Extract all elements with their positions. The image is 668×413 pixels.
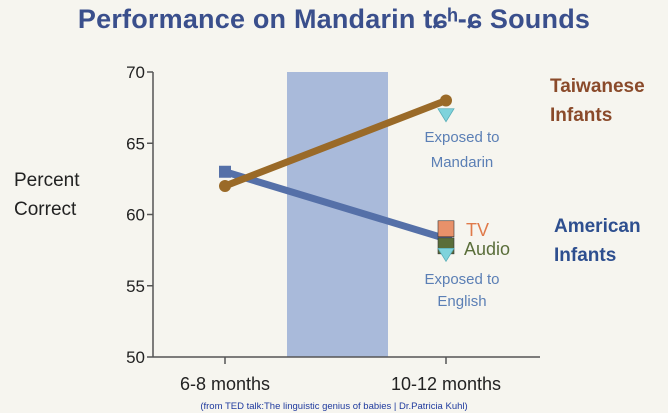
y-axis-label: Percent Correct <box>14 166 104 224</box>
y-tick-label-60: 60 <box>126 206 145 225</box>
y-tick-label-50: 50 <box>126 348 145 367</box>
y-axis-label-line-2: Correct <box>14 199 77 220</box>
annotation-exposed-english-line-1: Exposed to <box>424 271 499 288</box>
annotation-exposed-english-line-2: English <box>437 293 486 310</box>
series-line-0 <box>221 97 450 190</box>
legend-taiwanese-line-1: Taiwanese <box>550 76 645 97</box>
extra-point-exposed-to-mandarin <box>437 108 455 123</box>
legend-american-line-1: American <box>554 216 641 237</box>
chart-title: Performance on Mandarin tɕʰ-ɕ Sounds <box>77 4 591 34</box>
legend-taiwanese-line-2: Infants <box>550 105 613 126</box>
x-tick-label-1: 10-12 months <box>391 374 501 394</box>
extra-points-layer <box>437 108 455 263</box>
legend-american-infants: American Infants <box>554 212 641 270</box>
legend-taiwanese-infants: Taiwanese Infants <box>550 72 645 130</box>
series-0-point-1 <box>440 94 452 107</box>
extra-point-tv <box>437 220 455 238</box>
y-tick-label-65: 65 <box>126 134 145 153</box>
x-ticks: 6-8 months 10-12 months <box>180 357 501 394</box>
y-ticks: 50 55 60 65 70 <box>126 63 153 367</box>
x-tick-label-0: 6-8 months <box>180 374 270 394</box>
y-tick-label-70: 70 <box>126 63 145 82</box>
y-axis-label-line-1: Percent <box>14 170 80 191</box>
annotation-exposed-mandarin-line-2: Mandarin <box>431 154 494 171</box>
series-1-point-0 <box>219 165 231 178</box>
annotation-tv: TV <box>466 220 489 240</box>
annotation-exposed-mandarin-line-1: Exposed to <box>424 129 499 146</box>
citation-text: (from TED talk:The linguistic genius of … <box>200 401 468 412</box>
series-0-point-0 <box>219 180 231 192</box>
extra-point-exposed-to-english <box>437 247 455 263</box>
legend-american-line-2: Infants <box>554 245 617 266</box>
series-line-1 <box>221 168 450 243</box>
y-tick-label-55: 55 <box>126 277 145 296</box>
annotation-audio: Audio <box>464 239 510 259</box>
